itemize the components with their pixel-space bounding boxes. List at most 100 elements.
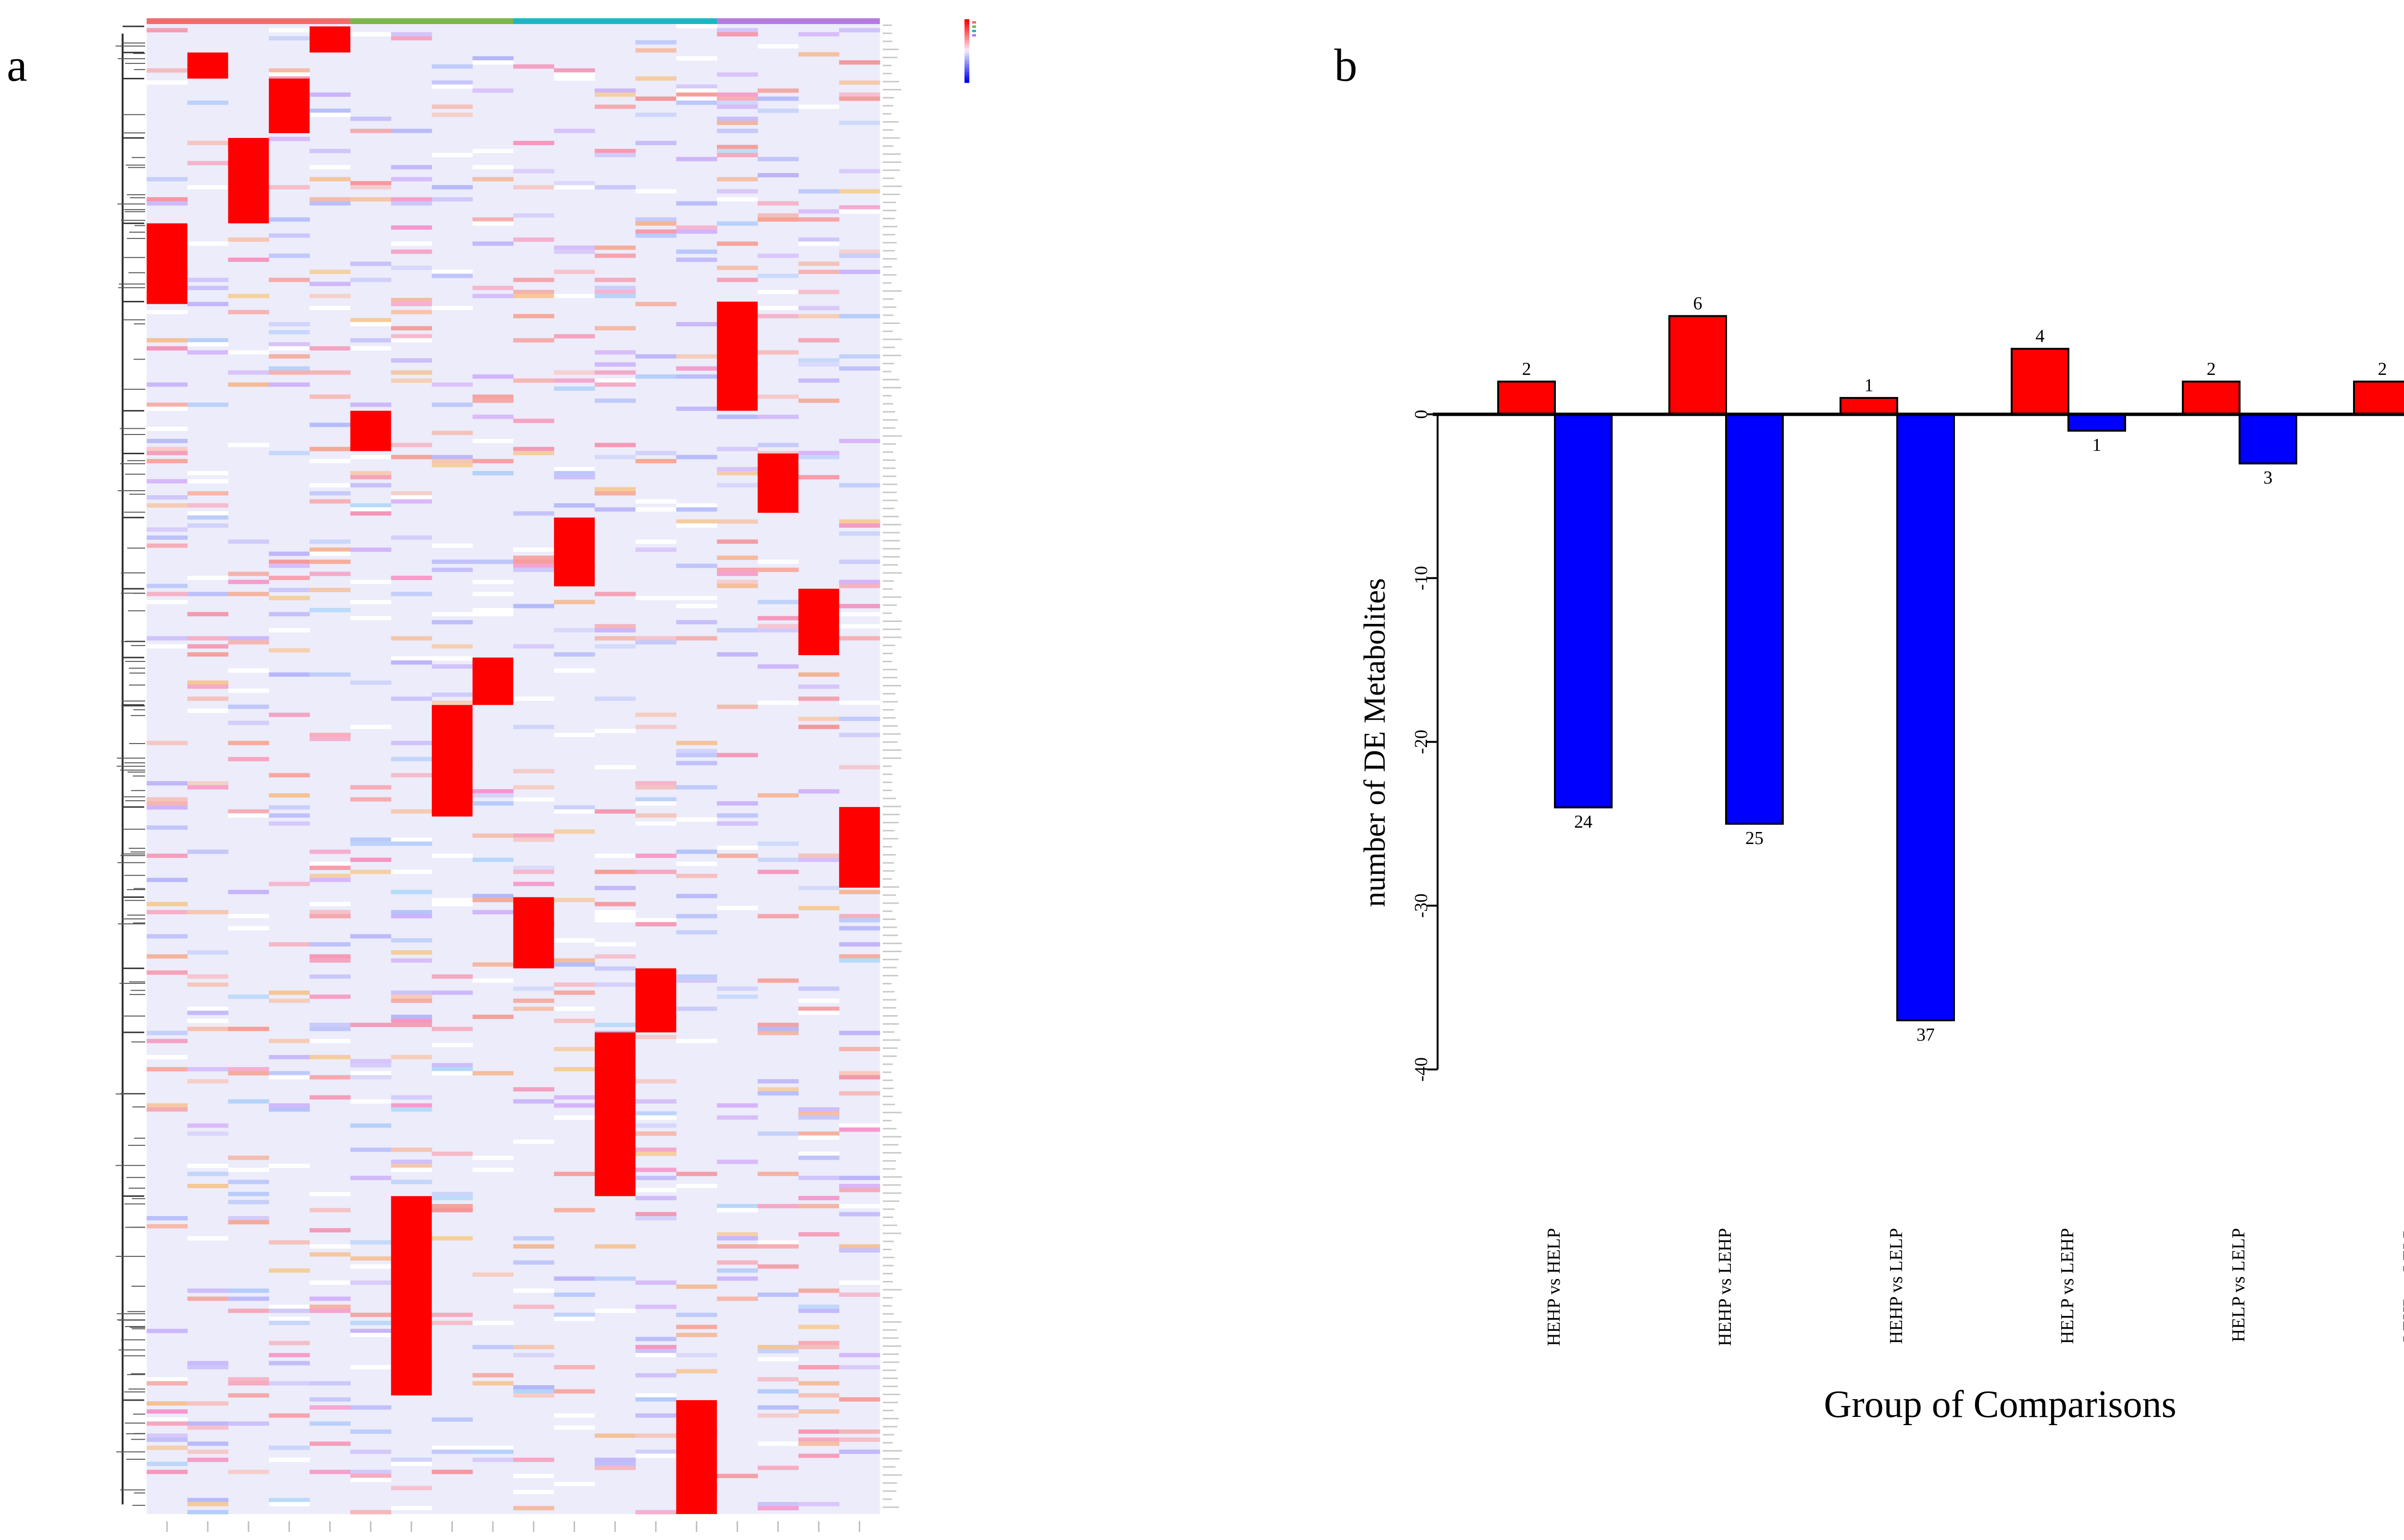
heatmap-cell xyxy=(594,253,636,258)
heatmap-cell xyxy=(269,942,310,947)
row-label-mark xyxy=(883,395,892,397)
heatmap-cell xyxy=(594,507,636,512)
heatmap-cell xyxy=(757,1087,799,1092)
heatmap-cell xyxy=(309,736,351,741)
heatmap-cell xyxy=(187,471,228,475)
heatmap-cell xyxy=(635,76,676,81)
heatmap-cell xyxy=(798,241,839,246)
heatmap-cell xyxy=(554,962,595,967)
heatmap-cell xyxy=(187,1288,228,1293)
heatmap-cell xyxy=(228,1067,269,1071)
row-label-mark xyxy=(883,1498,892,1500)
heatmap-cell xyxy=(309,1208,351,1213)
heatmap-cell xyxy=(147,426,188,431)
heatmap-cell xyxy=(554,76,595,81)
heatmap-cell xyxy=(391,241,432,246)
row-label-mark xyxy=(883,1031,894,1033)
heatmap-cell xyxy=(757,1240,799,1245)
heatmap-cell xyxy=(187,161,228,165)
heatmap-cell xyxy=(798,1365,839,1369)
heatmap-cell xyxy=(391,990,432,995)
heatmap-cell xyxy=(432,1063,473,1068)
heatmap-cell xyxy=(635,1079,676,1084)
row-label-mark xyxy=(883,81,899,83)
heatmap-cell xyxy=(513,1393,554,1398)
heatmap-cell xyxy=(513,696,554,701)
heatmap-cell xyxy=(798,237,839,242)
heatmap-cell xyxy=(554,628,595,633)
row-label-mark xyxy=(883,1087,894,1089)
heatmap-cell xyxy=(472,149,513,153)
heatmap-cell xyxy=(187,1006,228,1011)
heatmap-cell xyxy=(269,882,310,886)
heatmap-cell xyxy=(798,306,839,310)
heatmap-cell xyxy=(513,169,554,174)
heatmap-cell xyxy=(187,1296,228,1301)
row-label-mark xyxy=(883,467,896,469)
heatmap-cell xyxy=(635,140,676,145)
row-label-mark xyxy=(883,878,892,880)
heatmap-cell xyxy=(391,1022,432,1027)
heatmap-cell xyxy=(839,1365,880,1369)
heatmap-cell xyxy=(717,994,758,999)
heatmap-cell xyxy=(269,612,310,617)
heatmap-cell xyxy=(269,217,310,222)
heatmap-cluster-block xyxy=(147,223,188,304)
heatmap-cell xyxy=(187,592,228,596)
heatmap-cell xyxy=(147,1377,188,1382)
heatmap-cell xyxy=(187,1457,228,1462)
row-label-mark xyxy=(883,1289,902,1291)
heatmap-cell xyxy=(269,563,310,568)
heatmap-cell xyxy=(309,733,351,737)
heatmap-cell xyxy=(839,483,880,488)
heatmap-cell xyxy=(472,592,513,596)
row-label-mark xyxy=(883,1232,902,1234)
heatmap-cell xyxy=(147,797,188,802)
row-label-mark xyxy=(883,1208,895,1210)
heatmap-cell xyxy=(676,1171,717,1176)
row-label-mark xyxy=(883,419,898,421)
heatmap-cell xyxy=(635,1176,676,1180)
heatmap-cell xyxy=(839,1183,880,1188)
heatmap-cell xyxy=(635,112,676,117)
heatmap-cell xyxy=(798,906,839,910)
heatmap-cell xyxy=(228,592,269,596)
heatmap-cell xyxy=(432,568,473,572)
heatmap-cell xyxy=(798,1006,839,1011)
bar-down-label: 25 xyxy=(1745,828,1764,848)
heatmap-cell xyxy=(147,1417,188,1422)
color-key-step xyxy=(964,75,969,78)
heatmap-cell xyxy=(309,346,351,351)
heatmap-cell xyxy=(513,555,554,560)
heatmap-cell xyxy=(350,1240,391,1245)
heatmap-cell xyxy=(391,455,432,460)
row-label-mark xyxy=(883,628,901,630)
row-label-mark xyxy=(883,274,897,276)
heatmap-cell xyxy=(839,1075,880,1080)
heatmap-cell xyxy=(839,60,880,65)
heatmap-cell xyxy=(717,1244,758,1249)
heatmap-cell xyxy=(635,189,676,194)
heatmap-cell xyxy=(187,982,228,987)
heatmap-cell xyxy=(839,1292,880,1297)
heatmap-cell xyxy=(228,1071,269,1076)
heatmap-cell xyxy=(798,261,839,266)
heatmap-cell xyxy=(187,1365,228,1369)
heatmap-cell xyxy=(147,1409,188,1414)
heatmap-cell xyxy=(472,1457,513,1462)
heatmap-cell xyxy=(635,547,676,552)
row-label-mark xyxy=(883,89,902,91)
heatmap-cell xyxy=(228,1296,269,1301)
heatmap-cell xyxy=(228,994,269,999)
column-label-mark xyxy=(533,1521,535,1532)
row-label-mark xyxy=(883,1393,901,1395)
heatmap-cell xyxy=(391,302,432,307)
heatmap-cell xyxy=(757,616,799,621)
heatmap-cell xyxy=(839,531,880,536)
row-label-mark xyxy=(883,234,895,236)
heatmap-cell xyxy=(513,140,554,145)
heatmap-cell xyxy=(757,1091,799,1096)
heatmap-cell xyxy=(676,92,717,97)
row-label-mark xyxy=(883,435,902,437)
heatmap-cell xyxy=(228,443,269,447)
